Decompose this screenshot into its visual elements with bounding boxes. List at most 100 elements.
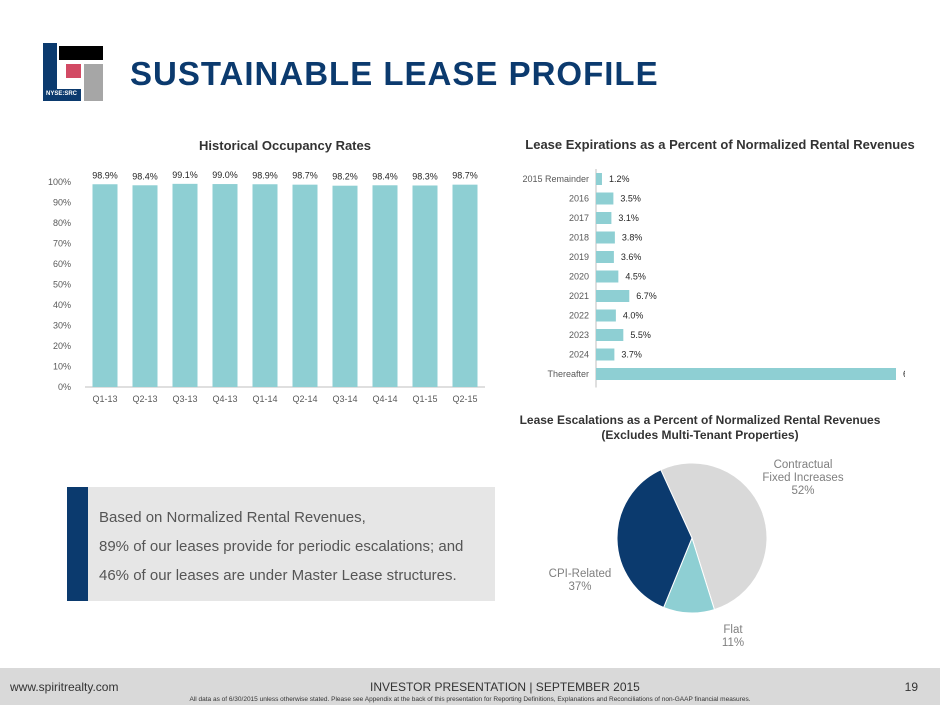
- occupancy-x-tick: Q4-13: [212, 394, 237, 404]
- occupancy-bar: [412, 185, 438, 387]
- occupancy-y-tick: 50%: [53, 280, 71, 290]
- occupancy-y-tick: 10%: [53, 362, 71, 372]
- expirations-data-label: 3.1%: [618, 213, 639, 223]
- expirations-bar: [596, 329, 624, 341]
- expirations-chart-title: Lease Expirations as a Percent of Normal…: [525, 137, 915, 152]
- occupancy-data-label: 98.2%: [332, 172, 358, 182]
- expirations-data-label: 5.5%: [630, 330, 651, 340]
- occupancy-data-label: 98.7%: [452, 171, 478, 181]
- pie-slice-label: Contractual: [774, 459, 833, 471]
- expirations-bar: [596, 270, 619, 283]
- callout-accent-bar: [67, 487, 88, 601]
- occupancy-data-label: 98.3%: [412, 171, 438, 181]
- expirations-data-label: 6.7%: [636, 291, 657, 301]
- expirations-category-label: 2022: [569, 311, 589, 321]
- pie-slice-label: CPI-Related: [549, 568, 612, 580]
- expirations-category-label: 2015 Remainder: [522, 174, 589, 184]
- occupancy-bar: [332, 185, 358, 387]
- occupancy-y-tick: 60%: [53, 259, 71, 269]
- expirations-data-label: 1.2%: [609, 174, 630, 184]
- occupancy-data-label: 99.1%: [172, 170, 198, 180]
- occupancy-x-tick: Q2-15: [452, 394, 477, 404]
- occupancy-y-tick: 70%: [53, 239, 71, 249]
- occupancy-y-tick: 20%: [53, 341, 71, 351]
- expirations-data-label: 3.5%: [620, 194, 641, 204]
- pie-slice-label: 37%: [568, 581, 591, 593]
- expirations-bar: [596, 251, 614, 263]
- occupancy-data-label: 98.4%: [132, 171, 158, 181]
- expirations-category-label: 2017: [569, 213, 589, 223]
- occupancy-x-tick: Q1-15: [412, 394, 437, 404]
- occupancy-x-tick: Q1-13: [92, 394, 117, 404]
- expirations-data-label: 3.8%: [622, 233, 643, 243]
- occupancy-bar: [212, 184, 238, 387]
- footer-url: www.spiritrealty.com: [10, 680, 119, 694]
- expirations-bar: [596, 290, 630, 302]
- expirations-data-label: 3.6%: [621, 252, 642, 262]
- callout-line-3: 46% of our leases are under Master Lease…: [99, 567, 457, 584]
- expirations-category-label: 2024: [569, 350, 589, 360]
- callout-box: Based on Normalized Rental Revenues, 89%…: [67, 487, 495, 601]
- occupancy-x-tick: Q3-13: [172, 394, 197, 404]
- footer-presentation-title: INVESTOR PRESENTATION | SEPTEMBER 2015: [370, 680, 640, 694]
- expirations-data-label: 60.4%: [903, 369, 905, 379]
- occupancy-bar: [252, 184, 278, 387]
- occupancy-bar: [172, 183, 198, 387]
- expirations-category-label: 2018: [569, 233, 589, 243]
- expirations-category-label: 2021: [569, 291, 589, 301]
- occupancy-y-tick: 80%: [53, 218, 71, 228]
- occupancy-data-label: 98.4%: [372, 171, 398, 181]
- logo-ticker-text: NYSE:SRC: [46, 91, 78, 97]
- expirations-bar: [596, 368, 896, 380]
- occupancy-x-tick: Q2-14: [292, 394, 317, 404]
- occupancy-data-label: 98.7%: [292, 171, 318, 181]
- company-logo: NYSE:SRC: [43, 43, 103, 103]
- expirations-bar: [596, 212, 612, 224]
- occupancy-data-label: 98.9%: [252, 170, 278, 180]
- expirations-bar: [596, 309, 616, 322]
- expirations-data-label: 4.5%: [625, 272, 646, 282]
- expirations-data-label: 4.0%: [623, 311, 644, 321]
- occupancy-bar: [92, 184, 118, 387]
- expirations-category-label: 2023: [569, 330, 589, 340]
- escalations-chart-title: Lease Escalations as a Percent of Normal…: [505, 413, 895, 443]
- occupancy-bar: [292, 184, 318, 387]
- occupancy-bar: [452, 184, 478, 387]
- expirations-bar: [596, 173, 602, 185]
- occupancy-y-tick: 0%: [58, 382, 71, 392]
- callout-line-1: Based on Normalized Rental Revenues,: [99, 509, 366, 526]
- escalations-title-line1: Lease Escalations as a Percent of Normal…: [519, 413, 881, 427]
- occupancy-x-tick: Q1-14: [252, 394, 277, 404]
- occupancy-x-tick: Q3-14: [332, 394, 357, 404]
- occupancy-y-tick: 40%: [53, 300, 71, 310]
- expirations-bar-chart: 2015 Remainder 1.2% 2016 3.5% 2017 3.1% 2018 3.…: [522, 169, 905, 388]
- expirations-data-label: 3.7%: [621, 350, 642, 360]
- pie-slice-cpi: [616, 469, 693, 609]
- expirations-bar: [596, 231, 615, 244]
- pie-slice-label: Fixed Increases: [762, 472, 843, 484]
- pie-slice-label: Flat: [723, 624, 743, 636]
- page-number: 19: [904, 680, 918, 694]
- pie-slice-label: 11%: [722, 637, 744, 649]
- occupancy-bar: [372, 185, 398, 387]
- expirations-bar: [596, 348, 615, 361]
- occupancy-bar-chart: 0% 10% 20% 30% 40% 50% 60% 70% 80% 90% 100% 98.9% Q1…: [48, 170, 485, 404]
- occupancy-y-tick: 90%: [53, 198, 71, 208]
- occupancy-y-tick: 30%: [53, 321, 71, 331]
- expirations-category-label: 2020: [569, 272, 589, 282]
- slide-title: SUSTAINABLE LEASE PROFILE: [130, 55, 659, 92]
- occupancy-data-label: 99.0%: [212, 170, 238, 180]
- occupancy-data-label: 98.9%: [92, 170, 118, 180]
- pie-slice-contractual: [660, 462, 768, 611]
- occupancy-x-tick: Q4-14: [372, 394, 397, 404]
- footer-disclaimer: All data as of 6/30/2015 unless otherwis…: [189, 696, 751, 703]
- pie-slice-label: 52%: [791, 485, 814, 497]
- occupancy-y-tick: 100%: [48, 177, 71, 187]
- footer: www.spiritrealty.com INVESTOR PRESENTATI…: [0, 668, 940, 705]
- expirations-bar: [596, 192, 614, 205]
- escalations-title-line2: (Excludes Multi-Tenant Properties): [601, 428, 799, 442]
- occupancy-chart-title: Historical Occupancy Rates: [199, 138, 371, 153]
- occupancy-bar: [132, 185, 158, 387]
- expirations-category-label: Thereafter: [547, 369, 589, 379]
